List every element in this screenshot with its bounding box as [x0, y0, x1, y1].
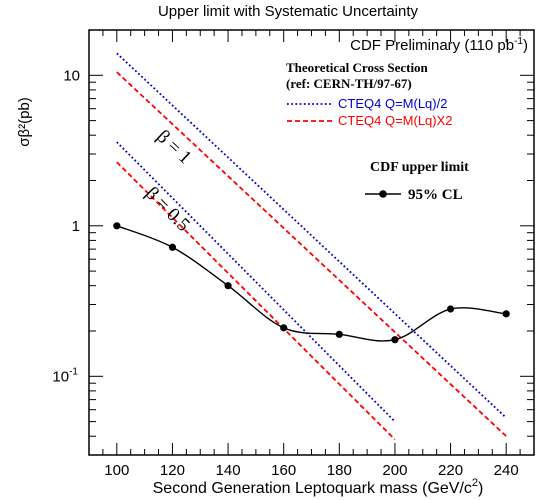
x-tick-label: 140 [216, 462, 241, 479]
beta-label-1: β = 1 [152, 126, 195, 168]
x-tick-label: 240 [494, 462, 519, 479]
x-tick-label: 200 [382, 462, 407, 479]
x-axis: 100 120 140 160 180 200 220 240 [88, 30, 535, 479]
limit-point [391, 336, 399, 344]
x-tick-label: 160 [271, 462, 296, 479]
theory-blue-line-beta05 [116, 141, 396, 423]
theory-blue-line-beta1 [116, 52, 507, 419]
legend-label-95cl: 95% CL [408, 187, 463, 203]
legend-entry-95cl: 95% CL [365, 187, 463, 203]
y-tick-label: 10 [63, 67, 80, 84]
legend-entry-q-half: CTEQ4 Q=M(Lq)/2 [287, 96, 447, 111]
limit-curve [116, 225, 507, 342]
x-tick-label: 180 [327, 462, 352, 479]
limit-point [224, 282, 232, 290]
y-axis: 10 1 10-1 [52, 29, 534, 456]
legend-marker [379, 190, 387, 198]
limit-point [280, 324, 288, 332]
plot-frame [88, 29, 535, 456]
theory-red-line-beta05 [116, 161, 396, 441]
limit-point [113, 222, 121, 230]
limit-legend-title: CDF upper limit [370, 160, 469, 175]
theory-legend-ref: (ref: CERN-TH/97-67) [286, 76, 412, 91]
y-tick-label: 10-1 [52, 366, 78, 385]
legend-label-q-times2: CTEQ4 Q=M(Lq)X2 [338, 113, 453, 128]
x-tick-label: 120 [160, 462, 185, 479]
chart-title: Upper limit with Systematic Uncertainty [158, 3, 419, 20]
theory-red-line-beta1 [116, 71, 507, 437]
y-tick-label: 1 [72, 218, 80, 235]
theory-legend-title: Theoretical Cross Section [286, 60, 429, 75]
beta-label-0.5: β = 0.5 [141, 183, 194, 236]
legend-label-q-half: CTEQ4 Q=M(Lq)/2 [338, 96, 447, 111]
limit-point [335, 330, 343, 338]
preliminary-label: CDF Preliminary (110 pb-1) [350, 36, 528, 54]
legend-entry-q-times2: CTEQ4 Q=M(Lq)X2 [287, 113, 453, 128]
limit-point [446, 305, 455, 313]
x-tick-label: 100 [104, 462, 129, 479]
y-axis-label: σβ²(pb) [16, 97, 33, 147]
x-tick-label: 220 [438, 462, 463, 479]
x-axis-label: Second Generation Leptoquark mass (GeV/c… [153, 477, 484, 497]
limit-point [502, 310, 510, 318]
limit-point [168, 243, 177, 251]
series-layer [113, 52, 510, 441]
